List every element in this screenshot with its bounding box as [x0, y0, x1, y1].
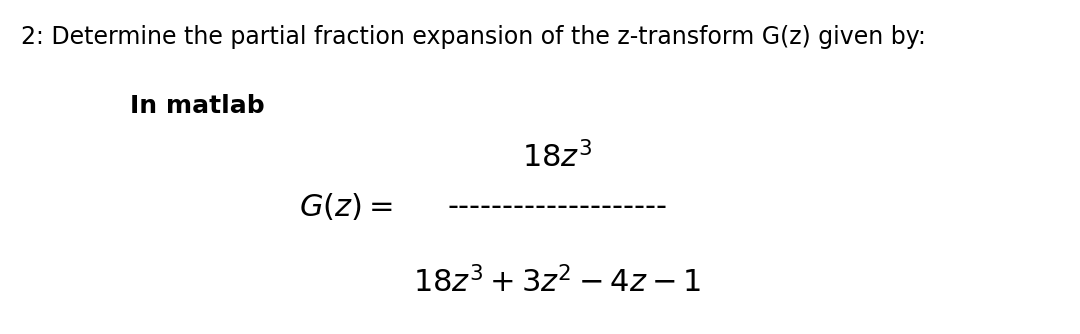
Text: --------------------: -------------------- — [447, 192, 667, 221]
Text: $G(z)=$: $G(z)=$ — [299, 191, 393, 222]
Text: $18z^3$: $18z^3$ — [523, 141, 592, 173]
Text: 2: Determine the partial fraction expansion of the z-transform G(z) given by:: 2: Determine the partial fraction expans… — [22, 25, 927, 48]
Text: In matlab: In matlab — [131, 94, 265, 118]
Text: $18z^3+3z^2-4z-1$: $18z^3+3z^2-4z-1$ — [414, 267, 701, 299]
